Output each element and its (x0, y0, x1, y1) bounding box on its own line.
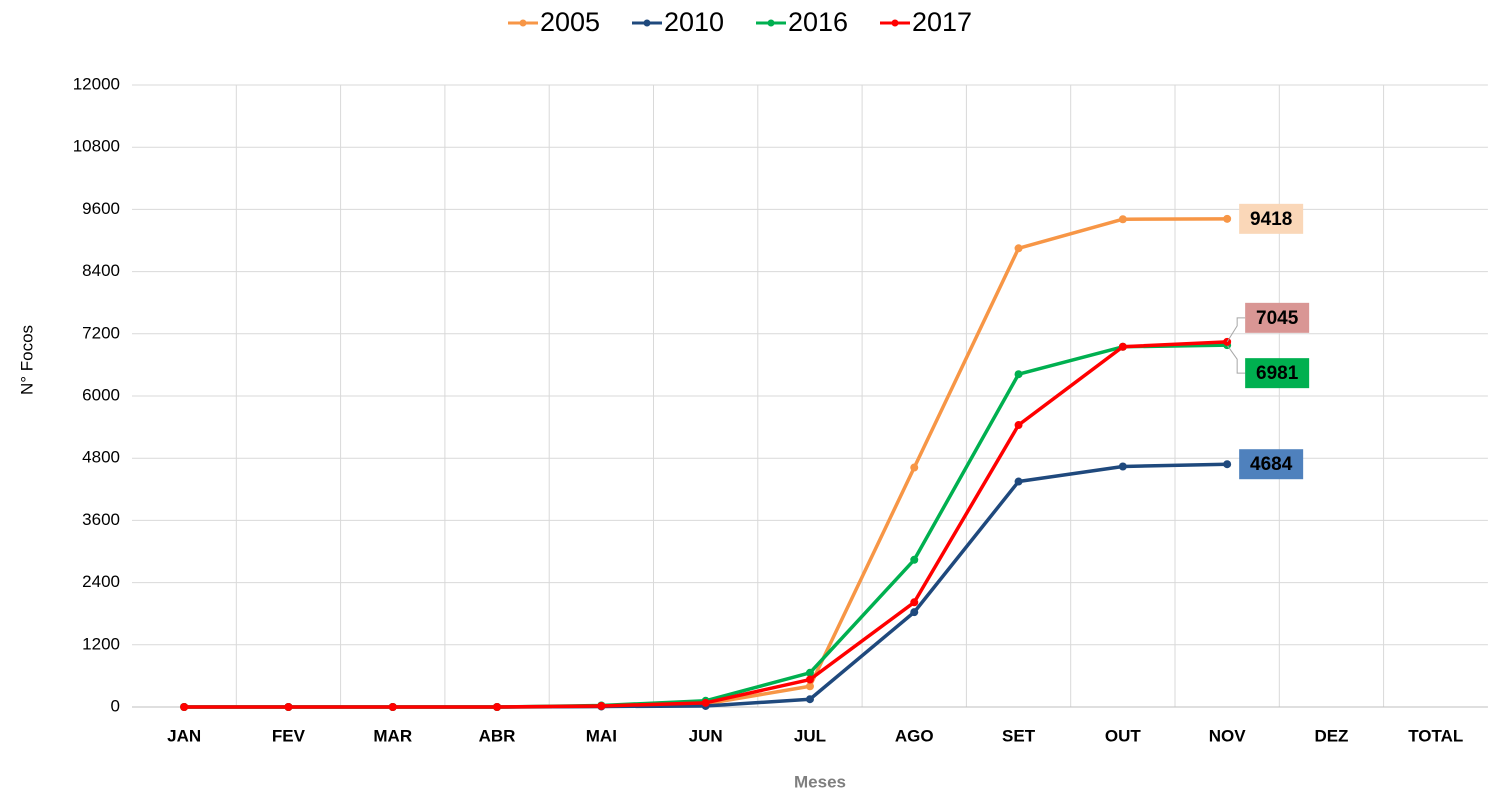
data-point (1014, 477, 1023, 486)
data-point (597, 701, 606, 710)
y-tick-label: 3600 (82, 510, 120, 529)
y-tick-label: 4800 (82, 448, 120, 467)
data-point (493, 703, 502, 711)
data-point (910, 598, 919, 607)
data-point (1118, 462, 1127, 471)
data-point (388, 703, 397, 711)
y-tick-label: 6000 (82, 385, 120, 404)
legend-marker (891, 19, 899, 27)
data-label-box (1245, 302, 1310, 333)
x-tick-label: OUT (1105, 726, 1142, 745)
x-axis-title: Meses (794, 772, 846, 790)
data-point (1118, 342, 1127, 351)
x-tick-label: AGO (895, 726, 934, 745)
data-point (1014, 244, 1023, 253)
x-tick-label: TOTAL (1408, 726, 1463, 745)
data-label: 4684 (1250, 454, 1293, 475)
data-point (805, 675, 814, 684)
legend-label: 2005 (540, 7, 600, 37)
data-point (1118, 215, 1127, 224)
y-tick-label: 7200 (82, 323, 120, 342)
data-point (910, 608, 919, 617)
y-tick-label: 9600 (82, 199, 120, 218)
x-tick-label: MAR (373, 726, 412, 745)
x-tick-label: MAI (586, 726, 617, 745)
legend-label: 2017 (912, 7, 972, 37)
legend-label: 2010 (664, 7, 724, 37)
data-point (1014, 421, 1023, 430)
y-tick-label: 0 (111, 696, 120, 715)
y-tick-label: 12000 (73, 74, 120, 93)
data-label-box (1239, 203, 1304, 234)
x-tick-label: JAN (167, 726, 201, 745)
data-point (180, 703, 189, 711)
x-tick-label: FEV (272, 726, 306, 745)
data-label-box (1245, 358, 1310, 389)
y-tick-label: 10800 (73, 137, 120, 156)
data-point (910, 463, 919, 472)
y-tick-label: 2400 (82, 572, 120, 591)
data-point (910, 555, 919, 564)
x-tick-label: JUN (689, 726, 723, 745)
legend-marker (643, 19, 651, 27)
x-tick-label: ABR (479, 726, 516, 745)
x-tick-label: NOV (1209, 726, 1247, 745)
data-label-box (1239, 449, 1304, 480)
data-label: 9418 (1250, 209, 1292, 230)
legend-label: 2016 (788, 7, 848, 37)
data-point (805, 682, 814, 691)
y-tick-label: 1200 (82, 634, 120, 653)
data-label: 6981 (1256, 363, 1299, 384)
x-tick-label: JUL (794, 726, 826, 745)
data-point (1223, 214, 1232, 223)
data-point (701, 698, 710, 707)
y-axis-title: N° Focos (17, 325, 36, 395)
data-point (805, 695, 814, 704)
label-leader (1226, 344, 1246, 374)
y-tick-label: 8400 (82, 261, 120, 280)
legend-marker (767, 19, 775, 27)
data-point (1014, 370, 1023, 379)
label-leader (1226, 317, 1246, 343)
x-tick-label: SET (1002, 726, 1036, 745)
legend-marker (519, 19, 527, 27)
data-point (805, 668, 814, 677)
x-tick-label: DEZ (1314, 726, 1348, 745)
data-label: 7045 (1256, 308, 1299, 329)
data-point (1223, 460, 1232, 469)
data-point (284, 703, 293, 711)
